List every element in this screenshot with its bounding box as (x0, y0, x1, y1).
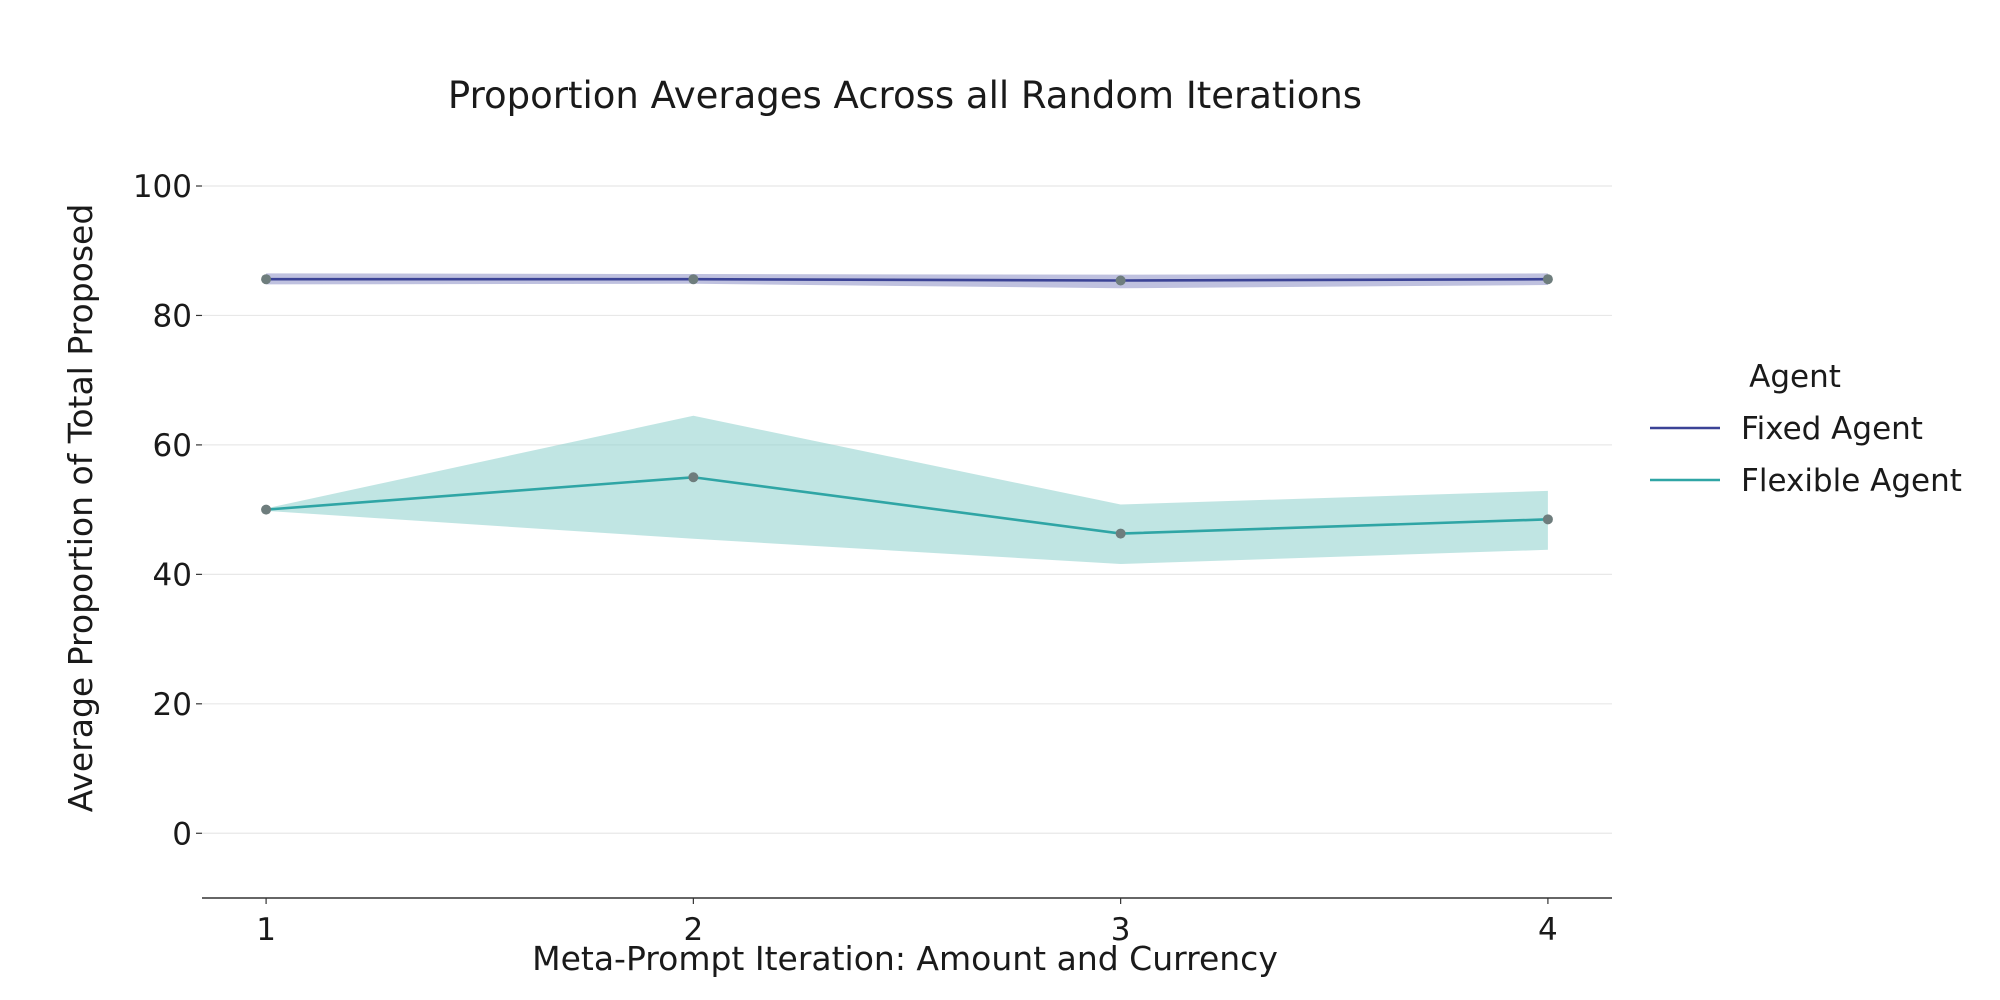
x-tick-label: 4 (1538, 912, 1558, 948)
y-axis-label: Average Proportion of Total Proposed (61, 204, 100, 813)
bands (266, 273, 1548, 565)
flexible-agent-point (261, 504, 272, 515)
fixed-agent-point (688, 274, 699, 285)
x-axis-label: Meta-Prompt Iteration: Amount and Curren… (532, 939, 1278, 978)
y-tick-label: 60 (153, 428, 192, 464)
grid-lines (202, 185, 1612, 834)
fixed-agent-point (1115, 275, 1126, 286)
x-tick-label: 1 (256, 912, 276, 948)
y-tick-label: 100 (133, 169, 192, 205)
legend-title: Agent (1749, 359, 1841, 395)
fixed-agent-line (266, 277, 1548, 282)
flexible-agent-point (688, 472, 699, 483)
flexible-agent-legend-label: Flexible Agent (1741, 463, 1962, 499)
flexible-agent-point (1542, 514, 1553, 525)
x-tick-label: 3 (1111, 912, 1131, 948)
series-lines (265, 277, 1548, 535)
fixed-agent-point (261, 274, 272, 285)
y-tick-label: 20 (153, 687, 192, 723)
x-axis: 1 2 3 4 (202, 897, 1612, 948)
x-tick-label: 2 (683, 912, 703, 948)
y-tick-label: 80 (153, 298, 192, 334)
fixed-agent-point (1542, 274, 1553, 285)
flexible-agent-band (266, 415, 1548, 565)
y-axis: 0 20 40 60 80 100 (133, 169, 202, 852)
fixed-agent-legend-label: Fixed Agent (1741, 411, 1923, 447)
data-points (261, 274, 1553, 539)
chart-title: Proportion Averages Across all Random It… (448, 74, 1362, 117)
y-tick-label: 40 (153, 557, 192, 593)
flexible-agent-point (1115, 528, 1126, 539)
legend: Agent Fixed Agent Flexible Agent (1650, 359, 1962, 499)
y-tick-label: 0 (172, 816, 192, 852)
flexible-agent-line (265, 475, 1548, 535)
